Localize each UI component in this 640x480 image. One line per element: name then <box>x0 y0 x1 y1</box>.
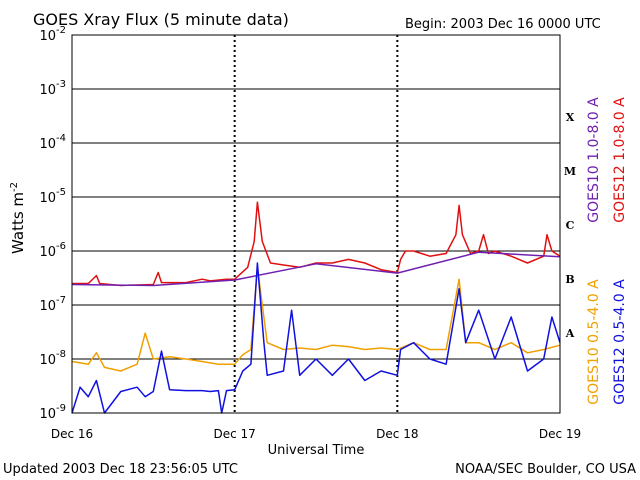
legend-entry: GOES12 0.5-4.0 A <box>612 279 628 405</box>
footer-credit: NOAA/SEC Boulder, CO USA <box>455 462 636 477</box>
x-tick-labels: Dec 16 Dec 17 Dec 18 Dec 19 <box>51 427 581 441</box>
x-tick-label: Dec 17 <box>214 427 256 441</box>
legend-entry: GOES12 1.0-8.0 A <box>612 97 628 223</box>
y-tick-label: 10-4 <box>39 133 66 152</box>
series-group <box>71 201 561 414</box>
y-axis-label: Watts m-2 <box>9 182 27 254</box>
begin-label: Begin: 2003 Dec 16 0000 UTC <box>405 17 601 32</box>
flare-class-label: B <box>565 273 574 286</box>
legend: GOES10 1.0-8.0 A GOES12 1.0-8.0 A GOES10 0… <box>586 97 628 405</box>
legend-entry: GOES10 1.0-8.0 A <box>586 97 602 223</box>
y-tick-label: 10-8 <box>39 349 66 368</box>
legend-entry: GOES10 0.5-4.0 A <box>586 279 602 405</box>
flare-class-label: C <box>566 219 575 232</box>
gridlines <box>72 35 560 413</box>
y-tick-label: 10-5 <box>39 187 66 206</box>
y-tick-labels: 10-9 10-8 10-7 10-6 10-5 10-4 10-3 10-2 <box>39 25 66 422</box>
series-line <box>71 262 561 414</box>
flare-class-labels: X M C B A <box>564 111 576 340</box>
series-line <box>71 251 561 287</box>
x-tick-label: Dec 16 <box>51 427 93 441</box>
x-tick-label: Dec 19 <box>539 427 581 441</box>
y-tick-label: 10-6 <box>39 241 66 260</box>
plot-frame <box>71 34 561 414</box>
x-tick-label: Dec 18 <box>376 427 418 441</box>
y-tick-label: 10-7 <box>39 295 66 314</box>
y-tick-label: 10-2 <box>39 25 66 44</box>
flare-class-label: X <box>566 111 575 124</box>
y-axis-label-exponent: -2 <box>9 182 20 192</box>
x-axis-label: Universal Time <box>268 443 365 458</box>
y-tick-label: 10-9 <box>39 403 66 422</box>
chart-title: GOES Xray Flux (5 minute data) <box>33 10 289 29</box>
flare-class-label: M <box>564 165 576 178</box>
series-line <box>72 201 561 287</box>
series-line <box>71 266 561 372</box>
footer-updated: Updated 2003 Dec 18 23:56:05 UTC <box>3 462 238 477</box>
flare-class-label: A <box>565 327 575 340</box>
y-axis-label-text: Watts m <box>9 192 27 254</box>
y-tick-label: 10-3 <box>39 79 66 98</box>
